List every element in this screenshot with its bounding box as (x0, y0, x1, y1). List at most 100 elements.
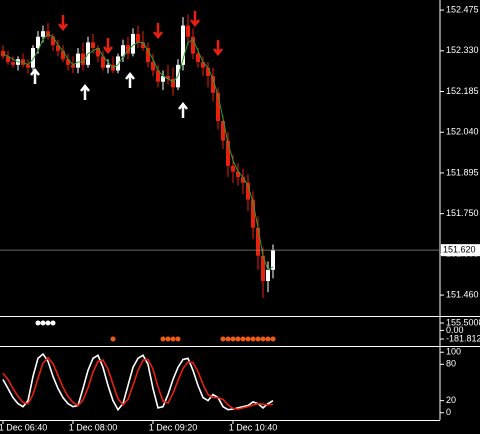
candle-body (206, 67, 210, 77)
y-tick-label: 151.750 (446, 208, 479, 218)
candle-body (106, 64, 110, 68)
candle-body (26, 64, 30, 68)
candle-body (51, 36, 55, 46)
current-price-box (441, 244, 480, 257)
signal-dot (260, 336, 266, 342)
y-tick-label: 100 (446, 347, 461, 357)
signal-dot (255, 336, 261, 342)
buy-arrow (80, 83, 90, 100)
candle-body (231, 165, 235, 172)
buy-arrow (178, 101, 188, 118)
y-tick-label: 152.330 (446, 45, 479, 55)
y-tick-label: 20 (446, 395, 456, 405)
candle-body (161, 76, 165, 82)
candle-body (71, 64, 75, 68)
oscillator-line (2, 356, 274, 410)
signal-dot (250, 336, 256, 342)
candle-body (236, 171, 240, 178)
candle-body (171, 78, 175, 88)
candle-body (211, 76, 215, 93)
buy-arrow (125, 71, 135, 88)
signal-dot (220, 336, 226, 342)
candle-body (216, 92, 220, 122)
candle-body (146, 48, 150, 63)
signal-dot (235, 336, 241, 342)
candle-body (6, 56, 10, 63)
signal-arrows (30, 11, 223, 118)
candle-body (156, 70, 160, 82)
signal-dot (270, 336, 276, 342)
signal-dot (225, 336, 231, 342)
candle-body (116, 56, 120, 71)
signal-dot (160, 336, 166, 342)
candle-body (41, 31, 45, 37)
candle-body (31, 48, 35, 68)
candle-body (246, 182, 250, 200)
candle-body (101, 56, 105, 68)
candle-body (141, 42, 145, 49)
candle-body (251, 199, 255, 228)
candle-body (271, 250, 275, 270)
signal-dot (265, 336, 271, 342)
signal-dot (50, 320, 56, 326)
candle-body (221, 121, 225, 141)
current-price-label: 151.620 (443, 245, 476, 255)
candle-body (126, 45, 130, 54)
y-tick-label: 152.040 (446, 127, 479, 137)
y-tick-label: 80 (446, 359, 456, 369)
buy-arrow (30, 67, 40, 84)
candle-body (131, 33, 135, 54)
candle-body (121, 45, 125, 57)
moving-average (2, 33, 274, 271)
y-tick-label: 155.5008 (446, 317, 480, 327)
signal-dot (245, 336, 251, 342)
candle-body (201, 62, 205, 68)
y-tick-label: 151.460 (446, 289, 479, 299)
signal-dot (165, 336, 171, 342)
signal-dot (240, 336, 246, 342)
candle-body (91, 42, 95, 49)
signal-dot (35, 320, 41, 326)
candle-body (151, 62, 155, 71)
candle-body (261, 255, 265, 282)
oscillator-line (2, 352, 274, 412)
candle-body (196, 53, 200, 63)
signal-dot (40, 320, 46, 326)
candle-body (96, 48, 100, 57)
candle-body (76, 53, 80, 68)
sell-arrow (58, 15, 68, 32)
candle-body (191, 36, 195, 54)
candle-body (186, 25, 190, 37)
signal-dot (110, 336, 116, 342)
candle-body (61, 50, 65, 60)
x-tick-label: 1 Dec 08:00 (69, 422, 118, 432)
candle-body (136, 33, 140, 43)
x-tick-label: 1 Dec 10:40 (229, 422, 278, 432)
candle-body (241, 177, 245, 183)
candle-body (256, 227, 260, 256)
sell-arrow (103, 38, 113, 55)
candle-body (11, 62, 15, 65)
candle-body (181, 25, 185, 65)
y-tick-label: 0.00 (446, 325, 464, 335)
signal-dot (175, 336, 181, 342)
signal-dot (45, 320, 51, 326)
candle-body (226, 140, 230, 166)
candle-body (66, 59, 70, 65)
x-tick-label: 1 Dec 09:20 (149, 422, 198, 432)
x-tick-label: 1 Dec 06:40 (0, 422, 47, 432)
candle-body (166, 76, 170, 79)
candle-body (266, 269, 270, 282)
y-tick-label: 152.185 (446, 86, 479, 96)
y-tick-label: 152.475 (446, 4, 479, 14)
sell-arrow (190, 11, 200, 28)
candle-body (56, 45, 60, 51)
candle-body (36, 36, 40, 49)
sell-arrow (213, 40, 223, 57)
y-tick-label: 0 (446, 407, 451, 417)
signal-dot (230, 336, 236, 342)
y-tick-label: -181.812 (446, 333, 480, 343)
